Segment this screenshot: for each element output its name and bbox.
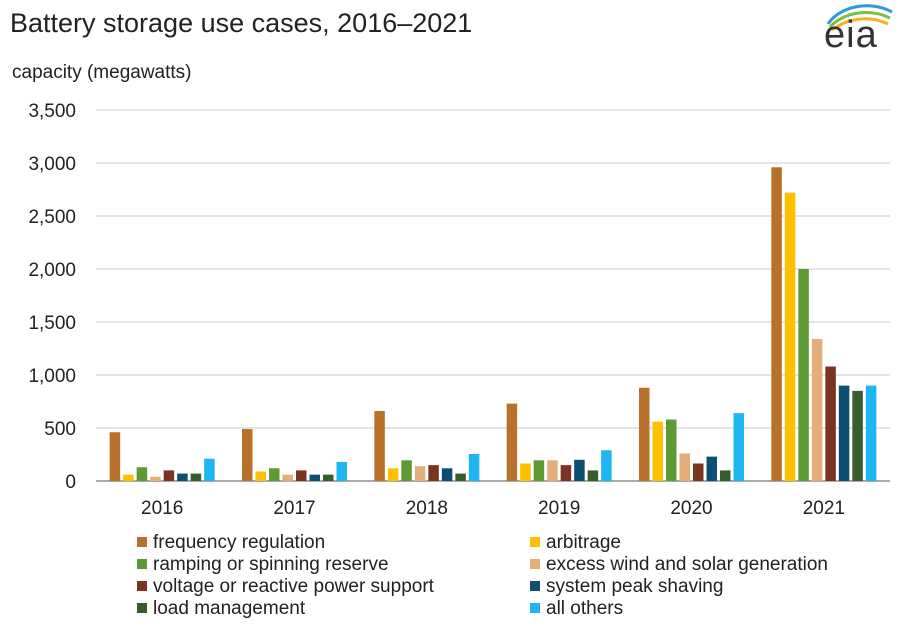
legend-label: excess wind and solar generation — [546, 554, 829, 575]
bar — [601, 450, 612, 481]
legend-label: load management — [153, 598, 306, 619]
legend-swatch — [530, 559, 540, 569]
legend-item: voltage or reactive power support — [137, 576, 434, 598]
eia-logo-icon — [826, 4, 893, 32]
bar — [177, 473, 188, 481]
bar — [204, 458, 215, 481]
legend-item: ramping or spinning reserve — [137, 554, 389, 576]
bar — [560, 465, 572, 481]
bar — [374, 411, 385, 481]
bar — [838, 385, 850, 481]
legend-item: load management — [137, 598, 305, 620]
y-tick-label: 500 — [44, 419, 76, 440]
x-tick-label: 2020 — [670, 498, 712, 519]
legend-swatch — [530, 603, 540, 613]
legend-label: all others — [546, 598, 624, 619]
bar — [666, 419, 677, 481]
legend-item: system peak shaving — [530, 576, 723, 598]
bar — [387, 468, 399, 481]
bar — [706, 456, 717, 481]
bar — [587, 470, 599, 481]
bar — [150, 476, 161, 481]
bar — [693, 463, 704, 481]
legend-swatch — [530, 581, 540, 591]
bar — [190, 473, 202, 481]
legend-item: frequency regulation — [137, 532, 325, 554]
y-tick-label: 2,500 — [28, 207, 76, 228]
bar — [296, 470, 307, 481]
bar — [309, 474, 320, 481]
y-axis-label: capacity (megawatts) — [12, 62, 192, 83]
bar — [428, 465, 439, 481]
bar — [468, 453, 480, 481]
x-tick-label: 2019 — [538, 498, 580, 519]
x-tick-label: 2021 — [803, 498, 845, 519]
y-tick-label: 2,000 — [28, 260, 76, 281]
bar — [136, 467, 148, 481]
bar — [520, 463, 531, 481]
bar — [255, 471, 266, 481]
bar — [733, 413, 744, 481]
bar — [123, 474, 134, 481]
legend-label: voltage or reactive power support — [153, 576, 434, 597]
legend-swatch — [137, 559, 147, 569]
y-tick-label: 0 — [65, 472, 76, 493]
bar — [784, 192, 796, 481]
eia-logo-text: eia — [824, 14, 878, 56]
bar — [652, 421, 663, 481]
bar — [852, 390, 863, 481]
y-tick-label: 3,500 — [28, 101, 76, 122]
bar — [720, 470, 731, 481]
legend-label: frequency regulation — [153, 532, 326, 553]
bar — [533, 460, 545, 481]
bar — [825, 366, 836, 481]
y-tick-label: 3,000 — [28, 154, 76, 175]
bar — [506, 403, 518, 481]
bar — [574, 459, 585, 481]
bar — [441, 468, 453, 481]
bar — [242, 429, 253, 481]
bar — [163, 470, 175, 481]
bar — [865, 385, 877, 481]
legend-label: system peak shaving — [546, 576, 724, 597]
legend-label: ramping or spinning reserve — [153, 554, 389, 575]
legend-item: excess wind and solar generation — [530, 554, 828, 576]
bar — [282, 474, 293, 481]
bar — [811, 338, 823, 481]
y-tick-label: 1,000 — [28, 366, 76, 387]
bar — [547, 460, 558, 481]
x-tick-label: 2018 — [406, 498, 448, 519]
bar — [401, 460, 412, 481]
bar — [679, 453, 690, 481]
bar — [639, 387, 650, 481]
legend-swatch — [137, 603, 147, 613]
bar — [109, 432, 121, 481]
legend-label: arbitrage — [546, 532, 621, 553]
bar — [798, 269, 809, 481]
legend-swatch — [137, 581, 147, 591]
bar — [414, 466, 426, 481]
x-tick-label: 2017 — [273, 498, 315, 519]
bar — [269, 468, 280, 481]
legend-item: arbitrage — [530, 532, 621, 554]
legend-swatch — [137, 537, 147, 547]
y-tick-label: 1,500 — [28, 313, 76, 334]
bar — [455, 473, 466, 481]
x-tick-label: 2016 — [141, 498, 183, 519]
chart-title: Battery storage use cases, 2016–2021 — [10, 8, 473, 38]
bar — [323, 474, 334, 481]
legend-item: all others — [530, 598, 623, 620]
bar — [771, 167, 782, 482]
legend-swatch — [530, 537, 540, 547]
bar — [336, 461, 347, 481]
